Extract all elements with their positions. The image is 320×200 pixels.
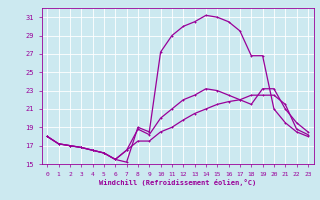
X-axis label: Windchill (Refroidissement éolien,°C): Windchill (Refroidissement éolien,°C): [99, 179, 256, 186]
